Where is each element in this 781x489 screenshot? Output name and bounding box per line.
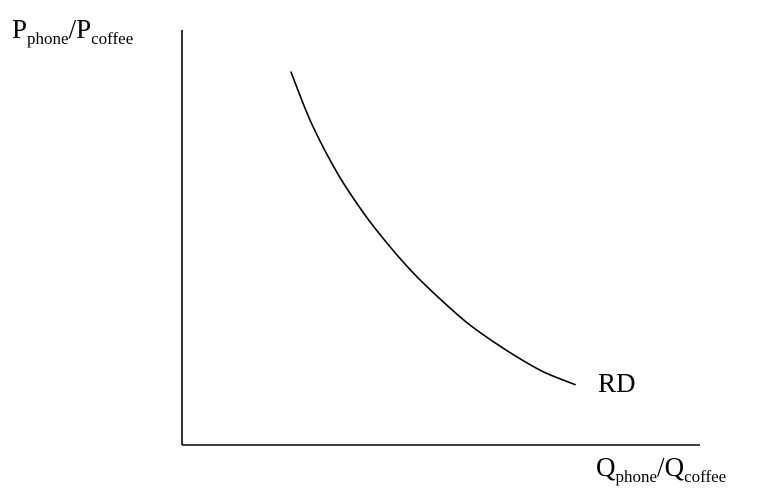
y-axis-title: Pphone/Pcoffee xyxy=(12,14,133,48)
x-axis-title-sep: / xyxy=(657,452,665,482)
rd-curve-label: RD xyxy=(598,368,636,398)
x-axis-title: Qphone/Qcoffee xyxy=(596,452,726,486)
x-axis-title-sub1: phone xyxy=(615,467,658,486)
x-axis-title-sub2: coffee xyxy=(684,467,727,486)
x-axis-title-main2: Q xyxy=(664,452,685,482)
y-axis-title-sub1: phone xyxy=(27,29,69,48)
x-axis-title-main1: Q xyxy=(596,452,616,482)
y-axis-title-main2: P xyxy=(76,14,92,44)
rd-curve-line xyxy=(290,71,576,386)
y-axis-title-sub2: coffee xyxy=(91,29,134,48)
y-axis-title-sep: / xyxy=(68,14,77,44)
series-layer xyxy=(290,71,576,386)
y-axis-title-main1: P xyxy=(12,14,28,44)
